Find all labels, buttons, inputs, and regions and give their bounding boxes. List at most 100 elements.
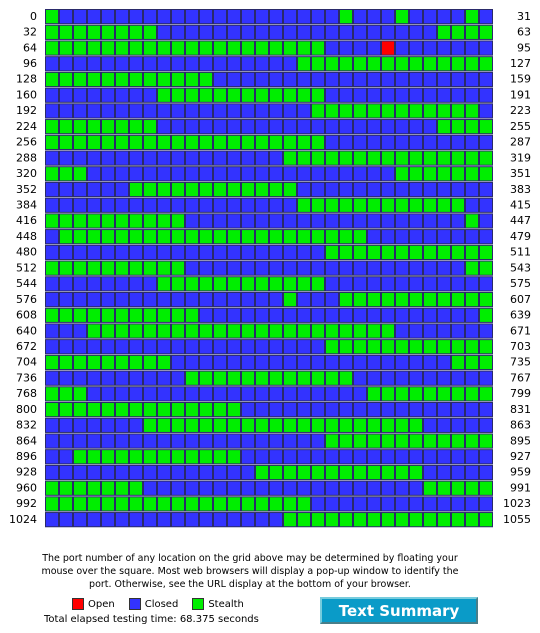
port-cell xyxy=(199,386,213,402)
port-cell xyxy=(227,181,241,198)
port-cell xyxy=(269,213,283,229)
port-cell xyxy=(367,370,381,386)
port-cell xyxy=(395,339,409,355)
port-cell xyxy=(325,181,339,198)
port-cell xyxy=(367,87,381,103)
port-cell xyxy=(395,24,409,40)
port-cell xyxy=(45,417,59,433)
port-cell xyxy=(59,291,73,308)
port-cell xyxy=(479,480,493,496)
port-cell xyxy=(409,24,423,40)
port-cell xyxy=(45,402,59,418)
port-cell xyxy=(381,119,395,135)
port-cell xyxy=(199,402,213,418)
port-cell xyxy=(129,197,143,213)
row-start-label: 608 xyxy=(16,309,37,322)
port-cell xyxy=(465,134,479,150)
port-cell xyxy=(339,166,353,182)
port-cell xyxy=(199,40,213,56)
port-cell xyxy=(465,417,479,433)
port-cell xyxy=(437,354,451,371)
port-cell xyxy=(171,150,185,166)
port-grid: 0 31 32 63 64 95 96 127 128 159 160 191 192 223 224 255… xyxy=(9,9,531,528)
port-cell xyxy=(437,323,451,339)
port-cell xyxy=(451,402,465,418)
port-cell xyxy=(73,291,87,308)
port-cell xyxy=(255,71,269,88)
port-cell xyxy=(283,512,297,528)
port-cell xyxy=(255,354,269,371)
port-cell xyxy=(73,166,87,182)
port-cell xyxy=(297,370,311,386)
port-cell xyxy=(115,402,129,418)
port-cell xyxy=(241,307,255,323)
port-cell xyxy=(185,433,199,449)
port-cell xyxy=(59,339,73,355)
port-cell xyxy=(437,229,451,245)
port-cell xyxy=(171,433,185,449)
row-start-label: 64 xyxy=(23,41,37,54)
port-cell xyxy=(465,370,479,386)
port-cell xyxy=(143,276,157,292)
port-cell xyxy=(87,119,101,135)
port-cell xyxy=(423,323,437,339)
port-cell xyxy=(381,386,395,402)
port-cell xyxy=(297,449,311,465)
port-cell xyxy=(185,119,199,135)
port-cell xyxy=(143,291,157,308)
port-cell xyxy=(227,24,241,40)
row-end-label: 351 xyxy=(510,167,531,180)
port-cell xyxy=(325,87,339,103)
port-cell xyxy=(451,134,465,150)
port-cell xyxy=(45,433,59,449)
port-cell xyxy=(395,150,409,166)
port-cell xyxy=(451,386,465,402)
port-cell xyxy=(423,197,437,213)
port-cell xyxy=(213,119,227,135)
port-cell xyxy=(367,402,381,418)
port-cell xyxy=(185,323,199,339)
port-cell xyxy=(269,464,283,481)
port-cell xyxy=(255,276,269,292)
port-cell xyxy=(227,480,241,496)
port-cell xyxy=(157,181,171,198)
port-cell xyxy=(437,276,451,292)
port-cell xyxy=(269,244,283,261)
port-cell xyxy=(157,197,171,213)
port-cell xyxy=(367,197,381,213)
port-cell xyxy=(325,276,339,292)
port-cell xyxy=(101,229,115,245)
port-cell xyxy=(325,244,339,261)
port-cell xyxy=(199,323,213,339)
legend: Open Closed Stealth xyxy=(72,598,244,610)
port-cell xyxy=(255,87,269,103)
port-cell xyxy=(115,464,129,481)
port-cell xyxy=(437,56,451,72)
port-cell xyxy=(129,103,143,119)
port-cell xyxy=(157,166,171,182)
port-cell xyxy=(311,229,325,245)
text-summary-button[interactable]: Text Summary xyxy=(320,597,478,624)
port-cell xyxy=(479,433,493,449)
port-cell xyxy=(157,260,171,276)
port-cell xyxy=(297,197,311,213)
port-cell xyxy=(255,24,269,40)
row-start-label: 192 xyxy=(16,104,37,117)
port-cell xyxy=(185,229,199,245)
port-cell xyxy=(185,480,199,496)
port-cell xyxy=(255,150,269,166)
port-cell xyxy=(73,244,87,261)
port-cell xyxy=(185,87,199,103)
port-cell xyxy=(157,229,171,245)
port-cell xyxy=(255,291,269,308)
port-cell xyxy=(73,449,87,465)
port-cell xyxy=(269,119,283,135)
port-cell xyxy=(395,181,409,198)
port-cell xyxy=(311,402,325,418)
port-cell xyxy=(353,150,367,166)
port-cell xyxy=(87,9,101,25)
port-cell xyxy=(353,449,367,465)
port-cell xyxy=(297,402,311,418)
port-cell xyxy=(59,134,73,150)
port-cell xyxy=(87,433,101,449)
